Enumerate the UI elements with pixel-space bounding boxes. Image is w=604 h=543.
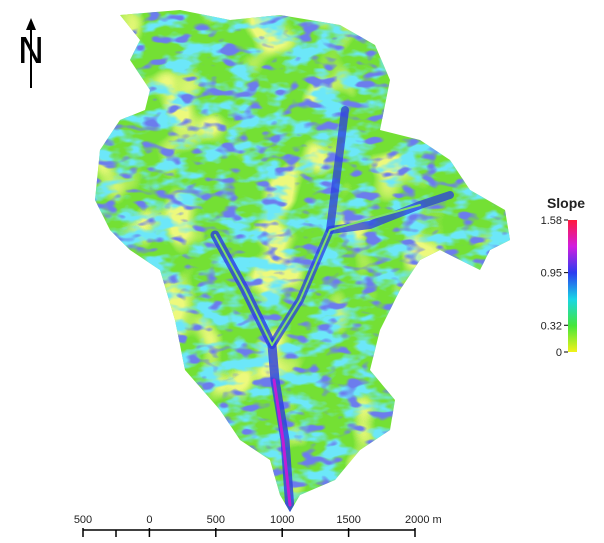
north-label: N — [18, 31, 45, 72]
legend-tick-label: 0.32 — [541, 320, 562, 332]
scale-tick-label: 1500 — [336, 514, 360, 526]
legend-color-bar — [568, 220, 577, 352]
scale-tick-label: 500 — [74, 514, 92, 526]
scale-tick-label: 500 — [207, 514, 225, 526]
legend-title: Slope — [547, 195, 585, 211]
watershed — [80, 0, 520, 520]
legend-tick-label: 1.58 — [541, 215, 562, 227]
north-arrow: N — [18, 18, 45, 88]
scale-tick-label: 2000 m — [405, 514, 442, 526]
scale-tick-label: 0 — [146, 514, 152, 526]
map-figure: N Slope 1.58 0.95 0.32 0 500 0 500 1000 1500 2000… — [0, 0, 604, 543]
page: N Slope 1.58 0.95 0.32 0 500 0 500 1000 1500 2000… — [0, 0, 604, 543]
scale-tick-label: 1000 — [270, 514, 294, 526]
legend-tick-label: 0.95 — [541, 268, 562, 280]
legend-tick-label: 0 — [556, 347, 562, 359]
